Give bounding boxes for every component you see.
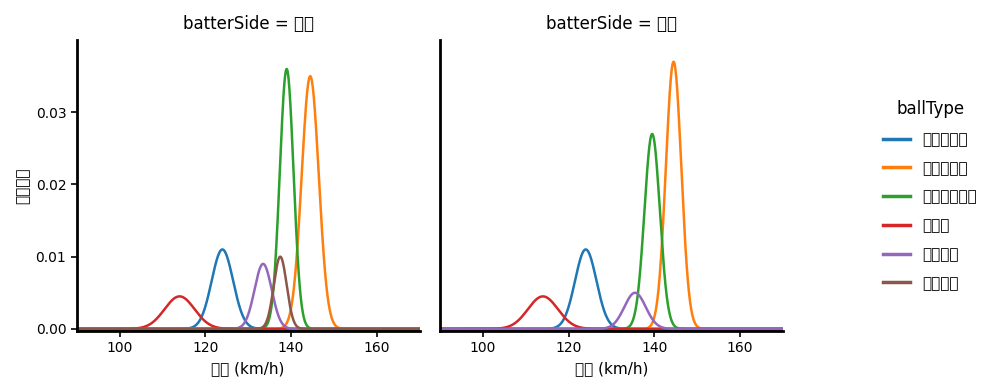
Y-axis label: 確率密度: 確率密度 <box>15 167 30 204</box>
Legend: スライダー, ストレート, カットボール, カーブ, フォーク, シュート: スライダー, ストレート, カットボール, カーブ, フォーク, シュート <box>883 100 977 291</box>
Title: batterSide = 左打: batterSide = 左打 <box>182 15 313 33</box>
Title: batterSide = 右打: batterSide = 右打 <box>546 15 677 33</box>
X-axis label: 球速 (km/h): 球速 (km/h) <box>212 361 285 376</box>
X-axis label: 球速 (km/h): 球速 (km/h) <box>575 361 648 376</box>
